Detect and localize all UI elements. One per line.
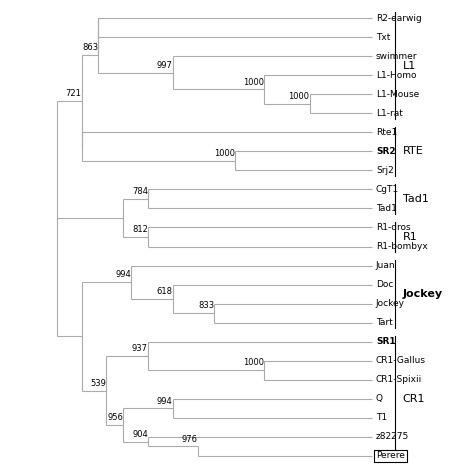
Text: Rte1: Rte1 (376, 128, 397, 137)
Text: Jockey: Jockey (403, 289, 443, 299)
Text: 784: 784 (132, 187, 148, 196)
Text: L1-rat: L1-rat (376, 109, 403, 118)
Text: 904: 904 (132, 430, 148, 439)
Text: Perere: Perere (376, 452, 405, 460)
Text: CgT1: CgT1 (376, 185, 399, 194)
Text: CR1-Spixii: CR1-Spixii (376, 375, 422, 384)
Text: SR1: SR1 (376, 337, 395, 346)
Text: R1-dros: R1-dros (376, 223, 410, 232)
Text: 1000: 1000 (243, 358, 264, 367)
Text: R1: R1 (403, 232, 418, 242)
Text: 539: 539 (91, 379, 107, 388)
Text: 937: 937 (132, 344, 148, 353)
Text: 721: 721 (66, 89, 82, 98)
Text: CR1-Gallus: CR1-Gallus (376, 356, 426, 365)
Text: R2-earwig: R2-earwig (376, 14, 422, 22)
Text: Tad1: Tad1 (403, 194, 428, 204)
Text: swimmer: swimmer (376, 52, 418, 61)
Text: T1: T1 (376, 413, 387, 422)
Text: R1-bombyx: R1-bombyx (376, 242, 428, 251)
Text: SR2: SR2 (376, 147, 395, 156)
Text: 997: 997 (157, 61, 173, 70)
Text: 1000: 1000 (243, 78, 264, 87)
Text: 833: 833 (198, 301, 214, 310)
Text: 976: 976 (182, 435, 198, 444)
Text: z82275: z82275 (376, 432, 409, 441)
Text: 994: 994 (157, 397, 173, 406)
Text: Srj2: Srj2 (376, 166, 393, 175)
Text: L1-Mouse: L1-Mouse (376, 90, 419, 99)
Text: 956: 956 (107, 413, 123, 422)
Text: L1: L1 (403, 61, 416, 71)
Text: CR1: CR1 (403, 394, 425, 404)
Text: 863: 863 (82, 43, 98, 52)
Text: 618: 618 (157, 287, 173, 296)
Text: 812: 812 (132, 225, 148, 234)
Text: Tart: Tart (376, 318, 392, 327)
Text: 1000: 1000 (214, 149, 235, 158)
Text: Juan: Juan (376, 261, 395, 270)
Text: Doc: Doc (376, 280, 393, 289)
Text: 1000: 1000 (289, 92, 310, 101)
Text: Txt: Txt (376, 33, 390, 42)
Text: 994: 994 (116, 270, 131, 279)
Text: RTE: RTE (403, 146, 424, 156)
Text: Q: Q (376, 394, 383, 403)
Text: Jockey: Jockey (376, 299, 405, 308)
Text: Tad1: Tad1 (376, 204, 397, 213)
Text: L1-Homo: L1-Homo (376, 71, 416, 80)
